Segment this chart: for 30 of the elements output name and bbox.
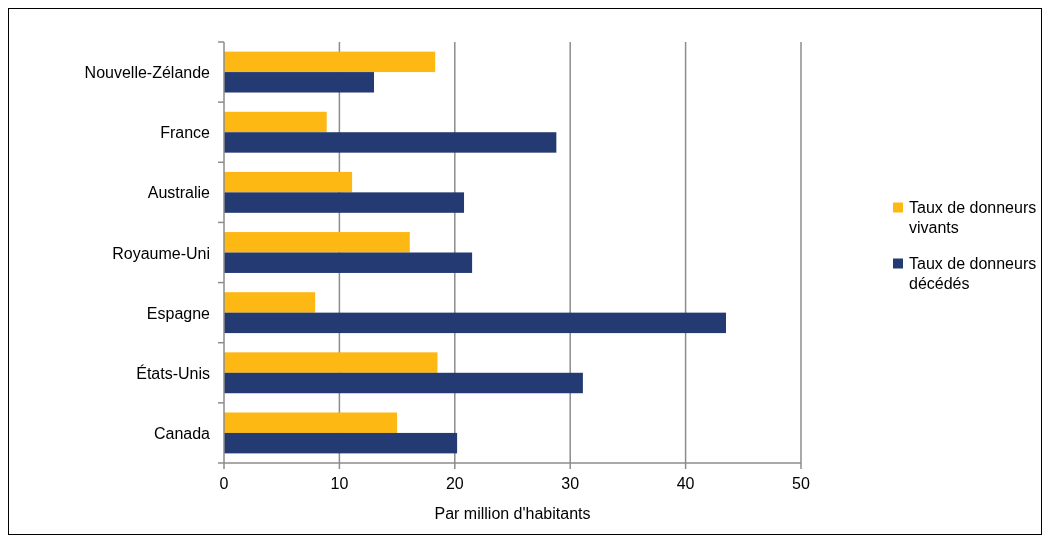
x-tick-label: 20	[445, 475, 464, 492]
bar	[224, 192, 465, 213]
x-axis-title: Par million d'habitants	[434, 505, 591, 522]
x-tick-label: 10	[330, 475, 349, 492]
y-tick-label: Espagne	[146, 304, 211, 322]
y-tick-label: France	[160, 124, 211, 142]
x-tick-label: 40	[676, 475, 695, 492]
bar	[224, 171, 353, 193]
x-tick-label: 0	[219, 475, 229, 492]
x-tick-label: 50	[792, 475, 810, 492]
bar	[224, 292, 316, 313]
bar	[224, 232, 410, 253]
bar	[224, 352, 438, 373]
bar	[224, 312, 726, 334]
legend-label: Taux de donneurs décédés	[909, 254, 1037, 292]
x-tick-label: 30	[561, 475, 580, 492]
bar	[224, 132, 557, 153]
legend-label: Taux de donneurs vivants	[909, 198, 1037, 236]
bar	[224, 72, 375, 93]
y-tick-label: Canada	[153, 424, 211, 442]
bar	[224, 252, 473, 273]
y-tick-label: Australie	[147, 184, 211, 202]
y-tick-label: Nouvelle-Zélande	[84, 64, 211, 82]
bar	[224, 51, 436, 73]
bar	[224, 372, 583, 394]
bar	[224, 412, 398, 433]
y-tick-label: États-Unis	[136, 363, 210, 382]
y-tick-label: Royaume-Uni	[112, 244, 210, 262]
bar	[224, 111, 327, 133]
bar	[224, 432, 458, 454]
